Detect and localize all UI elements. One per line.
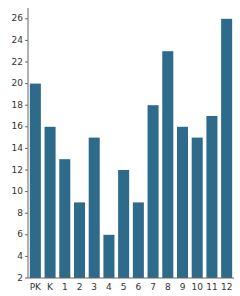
bar: [177, 127, 188, 278]
bar: [103, 235, 114, 278]
x-tick-label: 12: [221, 282, 232, 292]
bar: [59, 159, 70, 278]
y-tick-label: 12: [12, 165, 23, 175]
x-tick-label: 9: [180, 282, 186, 292]
bar: [148, 105, 159, 278]
bar: [30, 84, 41, 278]
y-axis-line: [28, 8, 29, 278]
bar: [192, 138, 203, 278]
x-tick-label: K: [47, 282, 54, 292]
x-tick-label: 7: [150, 282, 156, 292]
bar: [162, 51, 173, 278]
y-tick-label: 10: [12, 186, 24, 196]
x-tick-label: PK: [30, 282, 42, 292]
y-tick-label: 4: [17, 251, 23, 261]
y-tick-label: 8: [17, 208, 23, 218]
x-tick-label: 2: [77, 282, 83, 292]
bar: [89, 138, 100, 278]
y-tick-label: 14: [12, 143, 24, 153]
x-axis-line: [28, 278, 234, 279]
y-tick-label: 2: [17, 273, 23, 283]
x-axis: PKK123456789101112: [28, 278, 234, 292]
x-tick-label: 5: [121, 282, 127, 292]
y-axis: 2468101214161820222426: [12, 8, 28, 283]
y-tick-label: 18: [12, 100, 24, 110]
bar: [133, 202, 144, 278]
x-tick-label: 4: [106, 282, 112, 292]
y-tick-label: 16: [12, 121, 24, 131]
bar: [206, 116, 217, 278]
y-tick-label: 20: [12, 78, 24, 88]
x-tick-label: 3: [91, 282, 97, 292]
bar: [221, 19, 232, 278]
y-tick-label: 22: [12, 57, 23, 67]
bars: [30, 19, 232, 278]
y-tick-label: 26: [12, 13, 24, 23]
bar: [118, 170, 129, 278]
bar: [74, 202, 85, 278]
x-tick-label: 11: [206, 282, 217, 292]
x-tick-label: 10: [191, 282, 203, 292]
chart: 2468101214161820222426PKK123456789101112: [0, 0, 240, 296]
y-tick-label: 24: [12, 35, 24, 45]
x-tick-label: 6: [135, 282, 141, 292]
bar: [45, 127, 56, 278]
x-tick-label: 1: [62, 282, 68, 292]
y-tick-label: 6: [17, 229, 23, 239]
x-tick-label: 8: [165, 282, 171, 292]
